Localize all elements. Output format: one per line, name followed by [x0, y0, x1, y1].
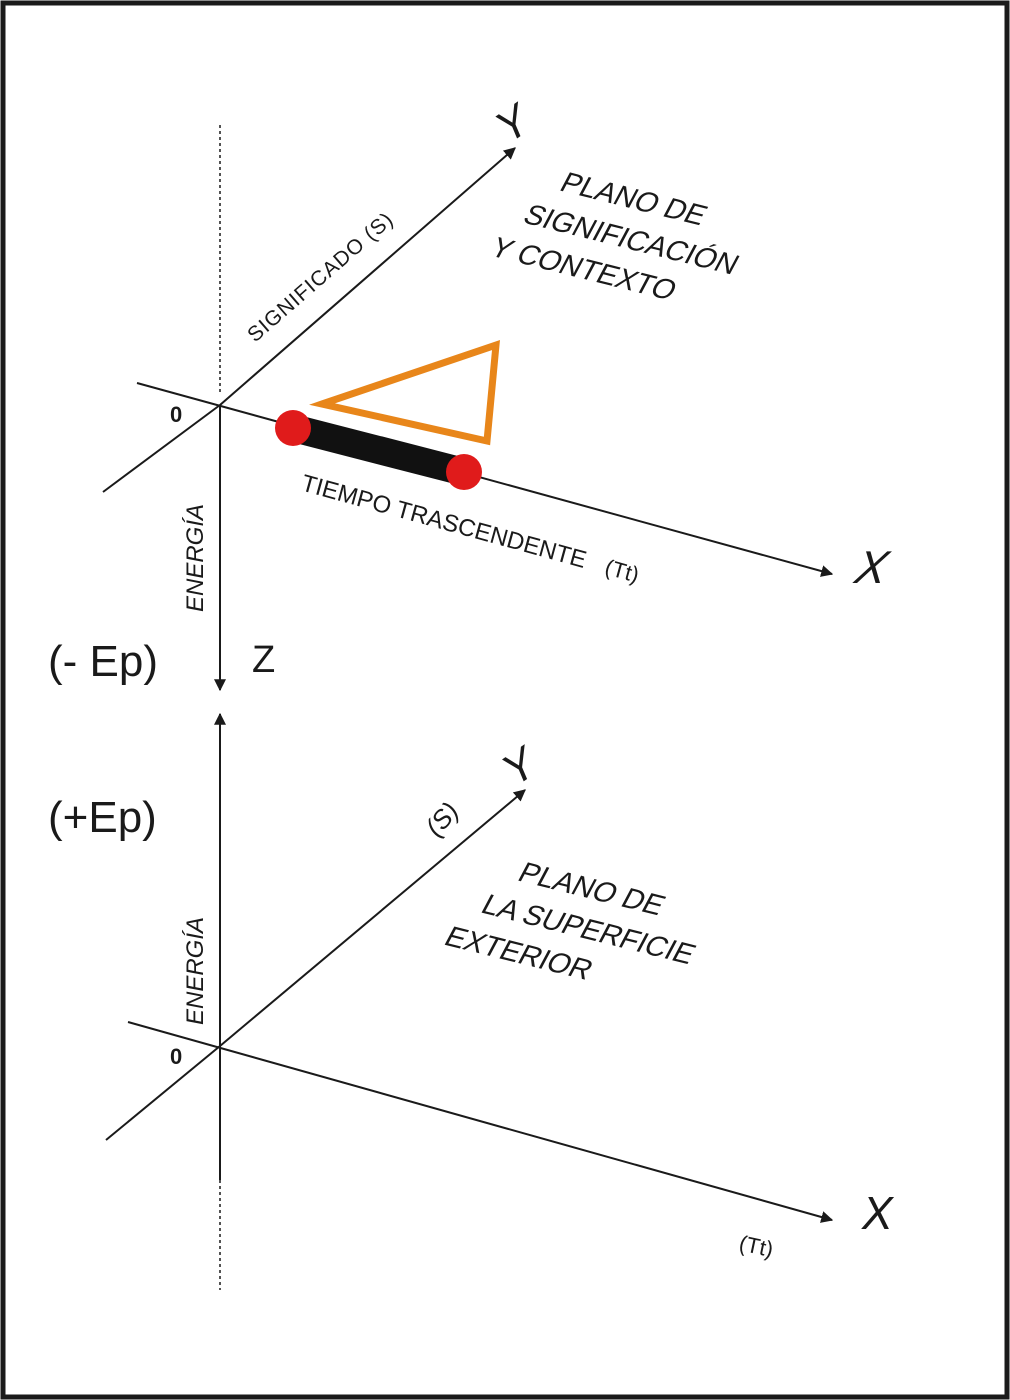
lower-plane-title: PLANO DE LA SUPERFICIE EXTERIOR [439, 857, 701, 987]
lower-y-axis [219, 789, 526, 1047]
upper-x-axis [136, 382, 834, 577]
upper-y-axis-letter: Y [487, 94, 541, 153]
lower-x-axis [127, 1021, 834, 1223]
lower-tt-unit: (Tt) [737, 1230, 776, 1262]
context-triangle [309, 339, 500, 446]
segment-start-point [275, 410, 311, 446]
upper-plane-title: PLANO DE SIGNIFICACIÓN Y CONTEXTO [485, 167, 745, 307]
lower-origin-label: 0 [170, 1044, 182, 1069]
lower-y-axis-letter: Y [493, 737, 547, 796]
upper-energy-label: ENERGÍA [182, 504, 209, 612]
lower-x-axis-letter: X [861, 1187, 895, 1239]
minus-ep-label: (- Ep) [48, 637, 158, 686]
upper-diagram: 0 X Y SIGNIFICADO (S) TIEMPO TRASCENDENT… [102, 94, 895, 692]
lower-s-label: (S) [419, 796, 464, 842]
upper-tt-unit: (Tt) [602, 554, 642, 587]
upper-x-axis-letter: X [850, 541, 895, 592]
z-axis-label: Z [252, 639, 275, 681]
upper-origin-label: 0 [170, 402, 182, 427]
segment-end-point [446, 454, 482, 490]
lower-energy-label: ENERGÍA [182, 917, 209, 1025]
lower-depth-axis [105, 1045, 221, 1141]
time-segment [279, 414, 478, 486]
upper-y-axis [219, 147, 516, 406]
significado-label: SIGNIFICADO (S) [243, 208, 398, 347]
energy-axis-labels: (- Ep) Z (+Ep) [48, 637, 275, 1290]
upper-depth-axis [102, 404, 221, 493]
tiempo-trascendente-text: TIEMPO TRASCENDENTE [298, 470, 589, 574]
lower-diagram: 0 X Y (S) ENERGÍA (Tt) PLANO DE LA SUPER… [105, 737, 895, 1290]
plus-ep-label: (+Ep) [48, 793, 157, 842]
